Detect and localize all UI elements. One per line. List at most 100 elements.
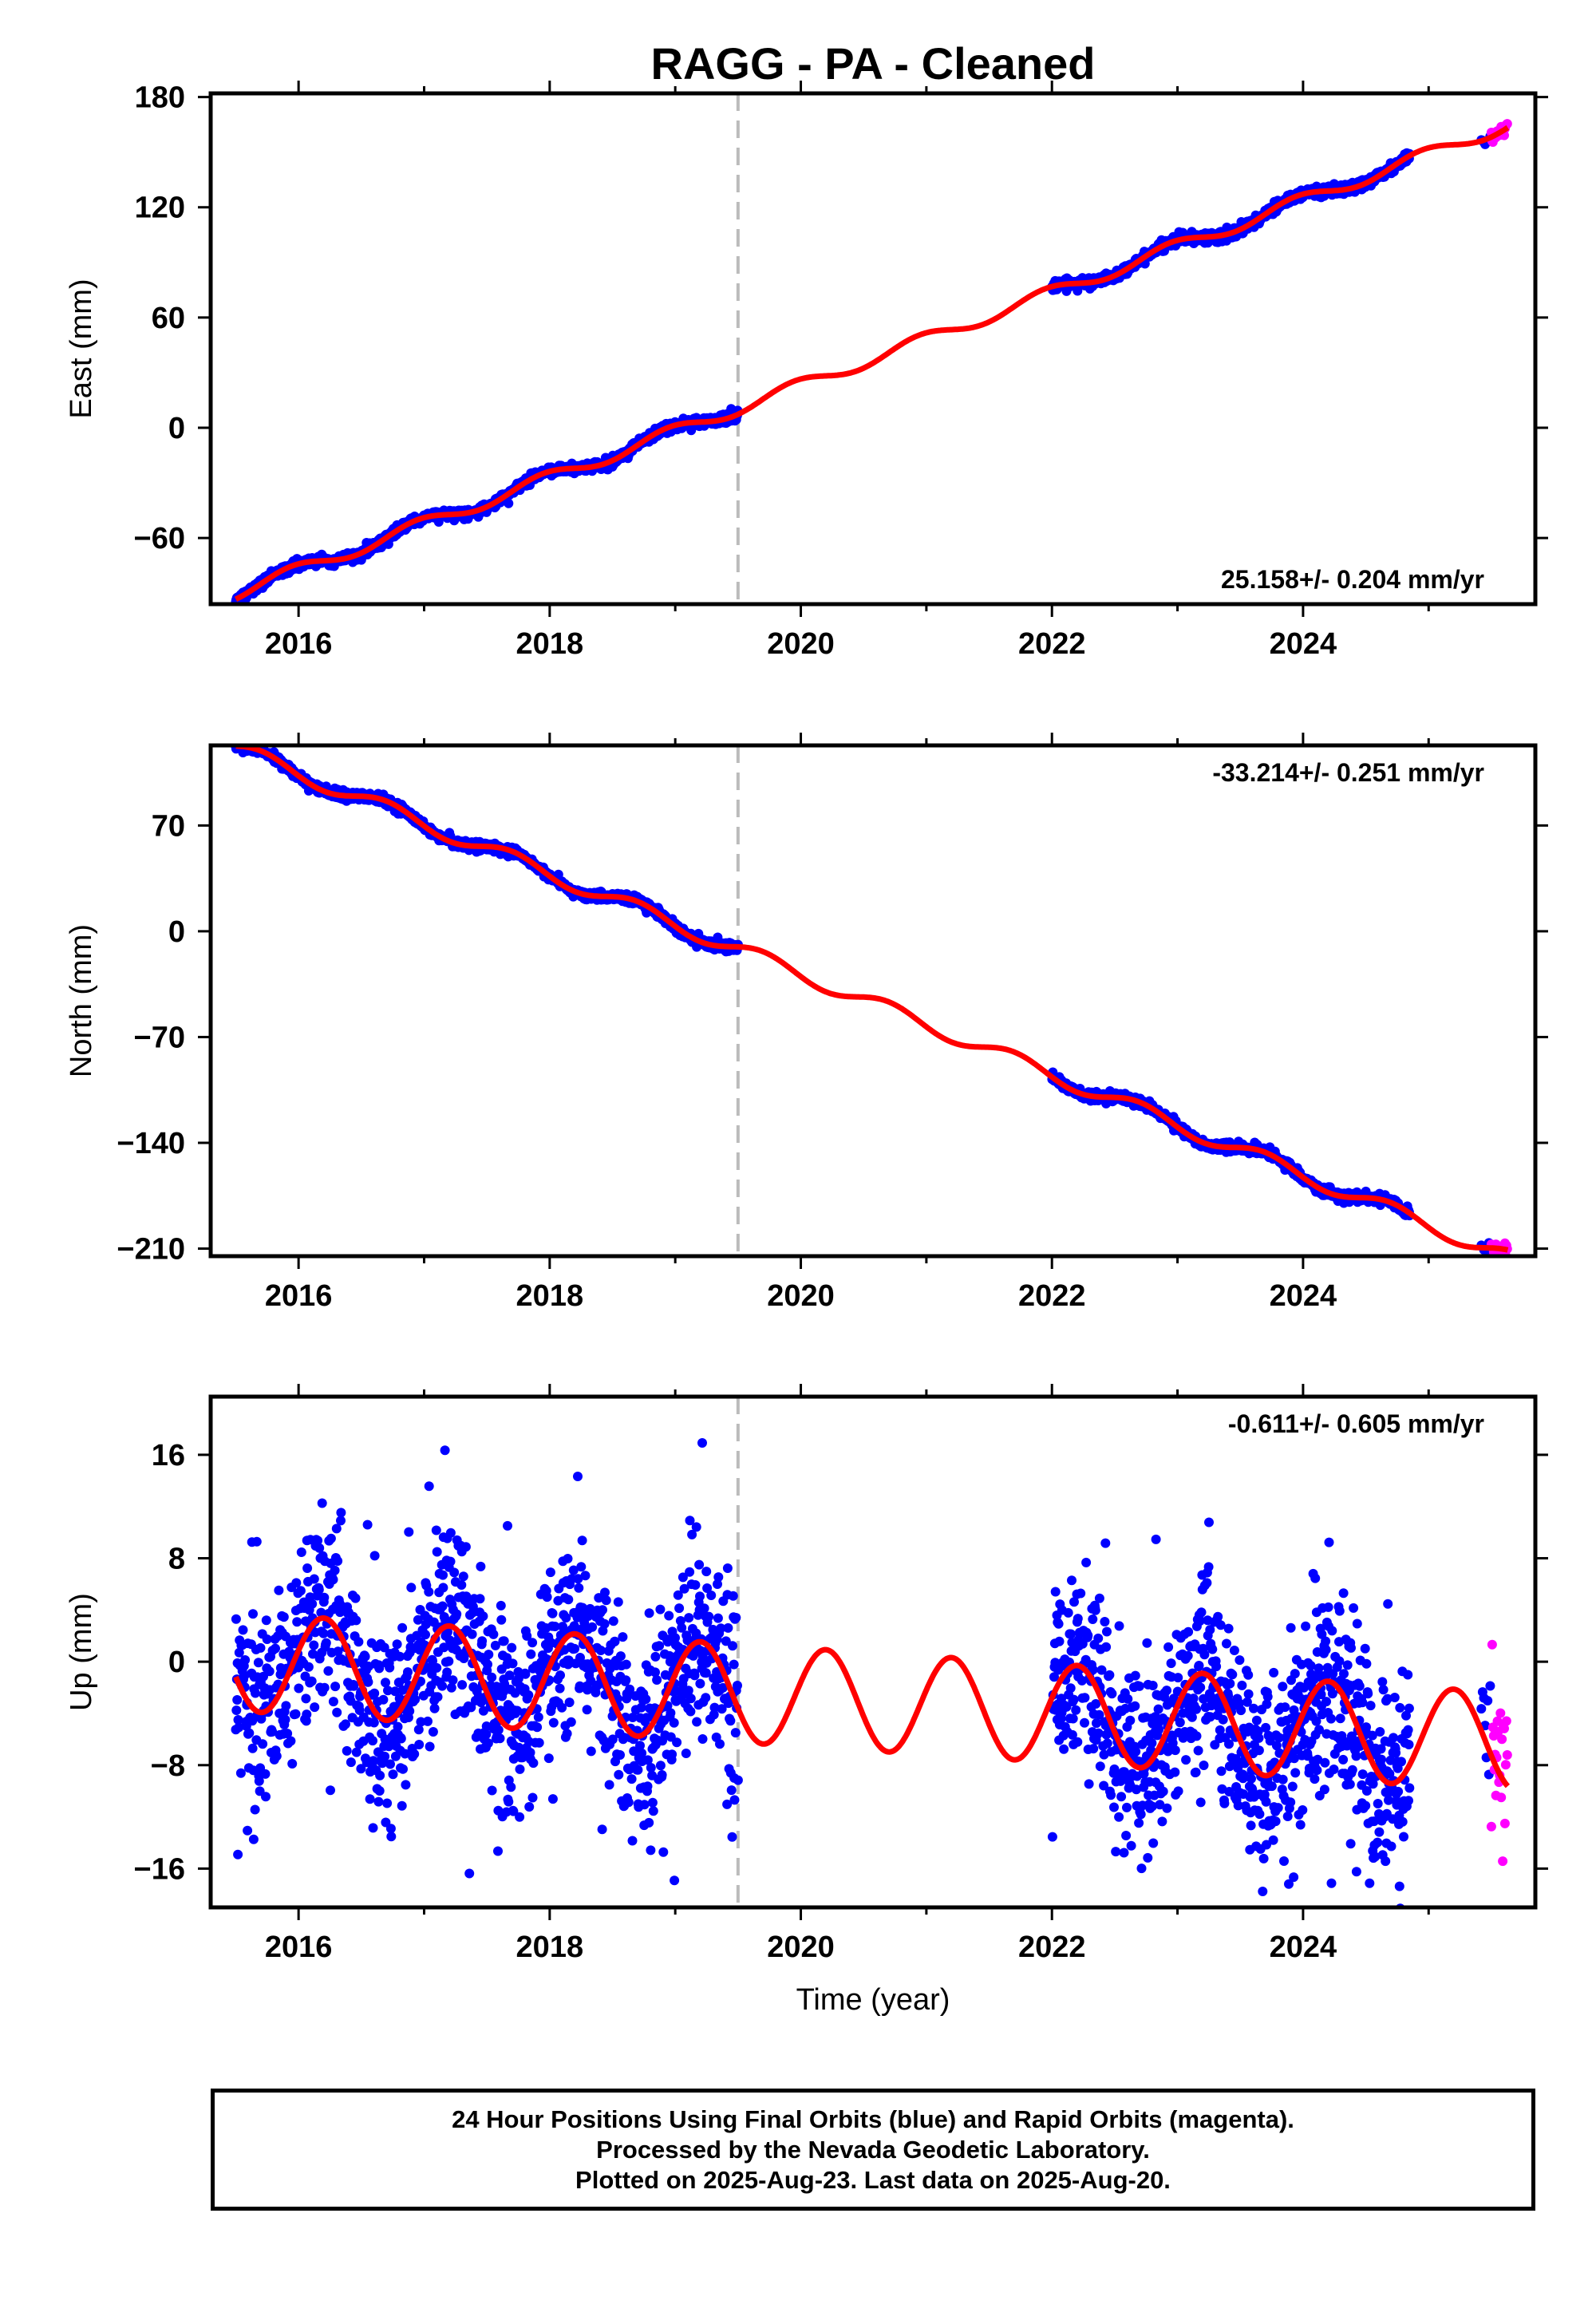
final-point [290,1709,301,1719]
final-point [504,498,514,508]
final-point [368,1823,378,1833]
final-point [375,1770,385,1780]
final-point [448,1675,458,1686]
final-point [460,1542,471,1552]
final-point [515,1764,525,1774]
final-point [424,1481,434,1492]
final-point [382,1798,393,1808]
final-point [449,1567,460,1578]
final-point [330,1565,340,1575]
final-point [385,1759,395,1769]
final-point [432,1662,442,1673]
x-tick-label: 2022 [1018,627,1086,661]
final-point [476,1561,486,1571]
final-point [346,1757,356,1768]
x-tick-label: 2024 [1270,627,1337,661]
final-point [493,1846,503,1856]
final-point [533,1712,543,1722]
final-point [397,1800,407,1811]
final-point [231,1614,241,1624]
final-point [452,1609,462,1619]
y-tick-label: 0 [168,915,185,949]
final-point [495,1733,505,1744]
plot-area-north [231,745,1512,1256]
final-point [444,1656,454,1666]
final-point [250,1804,260,1815]
y-tick-label: −60 [134,522,185,555]
final-point [467,1629,477,1639]
final-point [321,1638,331,1648]
final-point [484,1650,494,1660]
final-point [378,1694,389,1705]
final-point [428,1727,438,1737]
final-point [279,1612,289,1622]
final-point [303,1662,314,1672]
panel-north: 2016 2018 2020 2022 2024−210−140−70070North … [65,733,1548,1313]
final-point [478,1611,488,1622]
final-point [397,1622,408,1633]
y-tick-label: −210 [117,1233,185,1267]
final-point [360,1651,370,1662]
final-point [445,1528,456,1538]
final-point [326,1785,335,1796]
final-point [319,1592,330,1603]
y-axis-label: East (mm) [65,279,98,418]
final-point [373,1796,384,1807]
final-point [437,1681,448,1691]
final-point [515,1812,525,1822]
final-point [243,1825,253,1836]
final-point [487,1785,497,1796]
final-point [401,1780,411,1790]
final-point [504,1796,514,1807]
final-point [235,1768,246,1778]
final-point [437,1601,448,1611]
final-point [409,1749,420,1759]
final-point [351,1615,361,1626]
final-point [483,1659,492,1670]
final-point [542,1592,552,1603]
y-tick-label: 60 [152,302,185,335]
final-point [487,1672,497,1682]
final-point [493,1725,504,1735]
rate-annotation: -33.214+/- 0.251 mm/yr [1212,758,1484,787]
final-point [374,1786,385,1796]
final-point [258,1739,268,1749]
final-point [392,1639,402,1650]
final-point [403,1667,413,1678]
final-point [319,1682,330,1693]
final-point [386,1832,397,1842]
final-point [328,1697,338,1707]
final-point [496,1600,506,1611]
final-point [296,1547,306,1557]
final-point [507,1642,517,1653]
final-point [431,1525,441,1535]
final-point [271,1643,280,1654]
chart-title: RAGG - PA - Cleaned [651,38,1096,89]
final-point [508,1658,518,1669]
final-point [524,1802,535,1812]
final-point [332,1707,342,1717]
final-point [406,1583,417,1593]
x-tick-label: 2020 [767,1279,835,1313]
final-point [477,1636,488,1646]
final-point [440,1445,450,1456]
final-point [354,1637,364,1647]
final-point [445,1556,456,1567]
final-point [534,1737,544,1748]
final-point [396,1733,406,1744]
final-point [306,1676,317,1686]
final-point [307,1599,318,1609]
final-point [314,1585,324,1595]
final-point [251,1688,260,1698]
final-point [309,1640,319,1650]
final-point [532,1722,543,1733]
x-tick-label: 2018 [516,627,584,661]
final-point [336,1508,346,1518]
final-point [527,1792,538,1803]
final-point [503,1520,512,1531]
final-point [438,1570,448,1580]
final-point [456,1580,467,1590]
final-point [350,1593,361,1603]
